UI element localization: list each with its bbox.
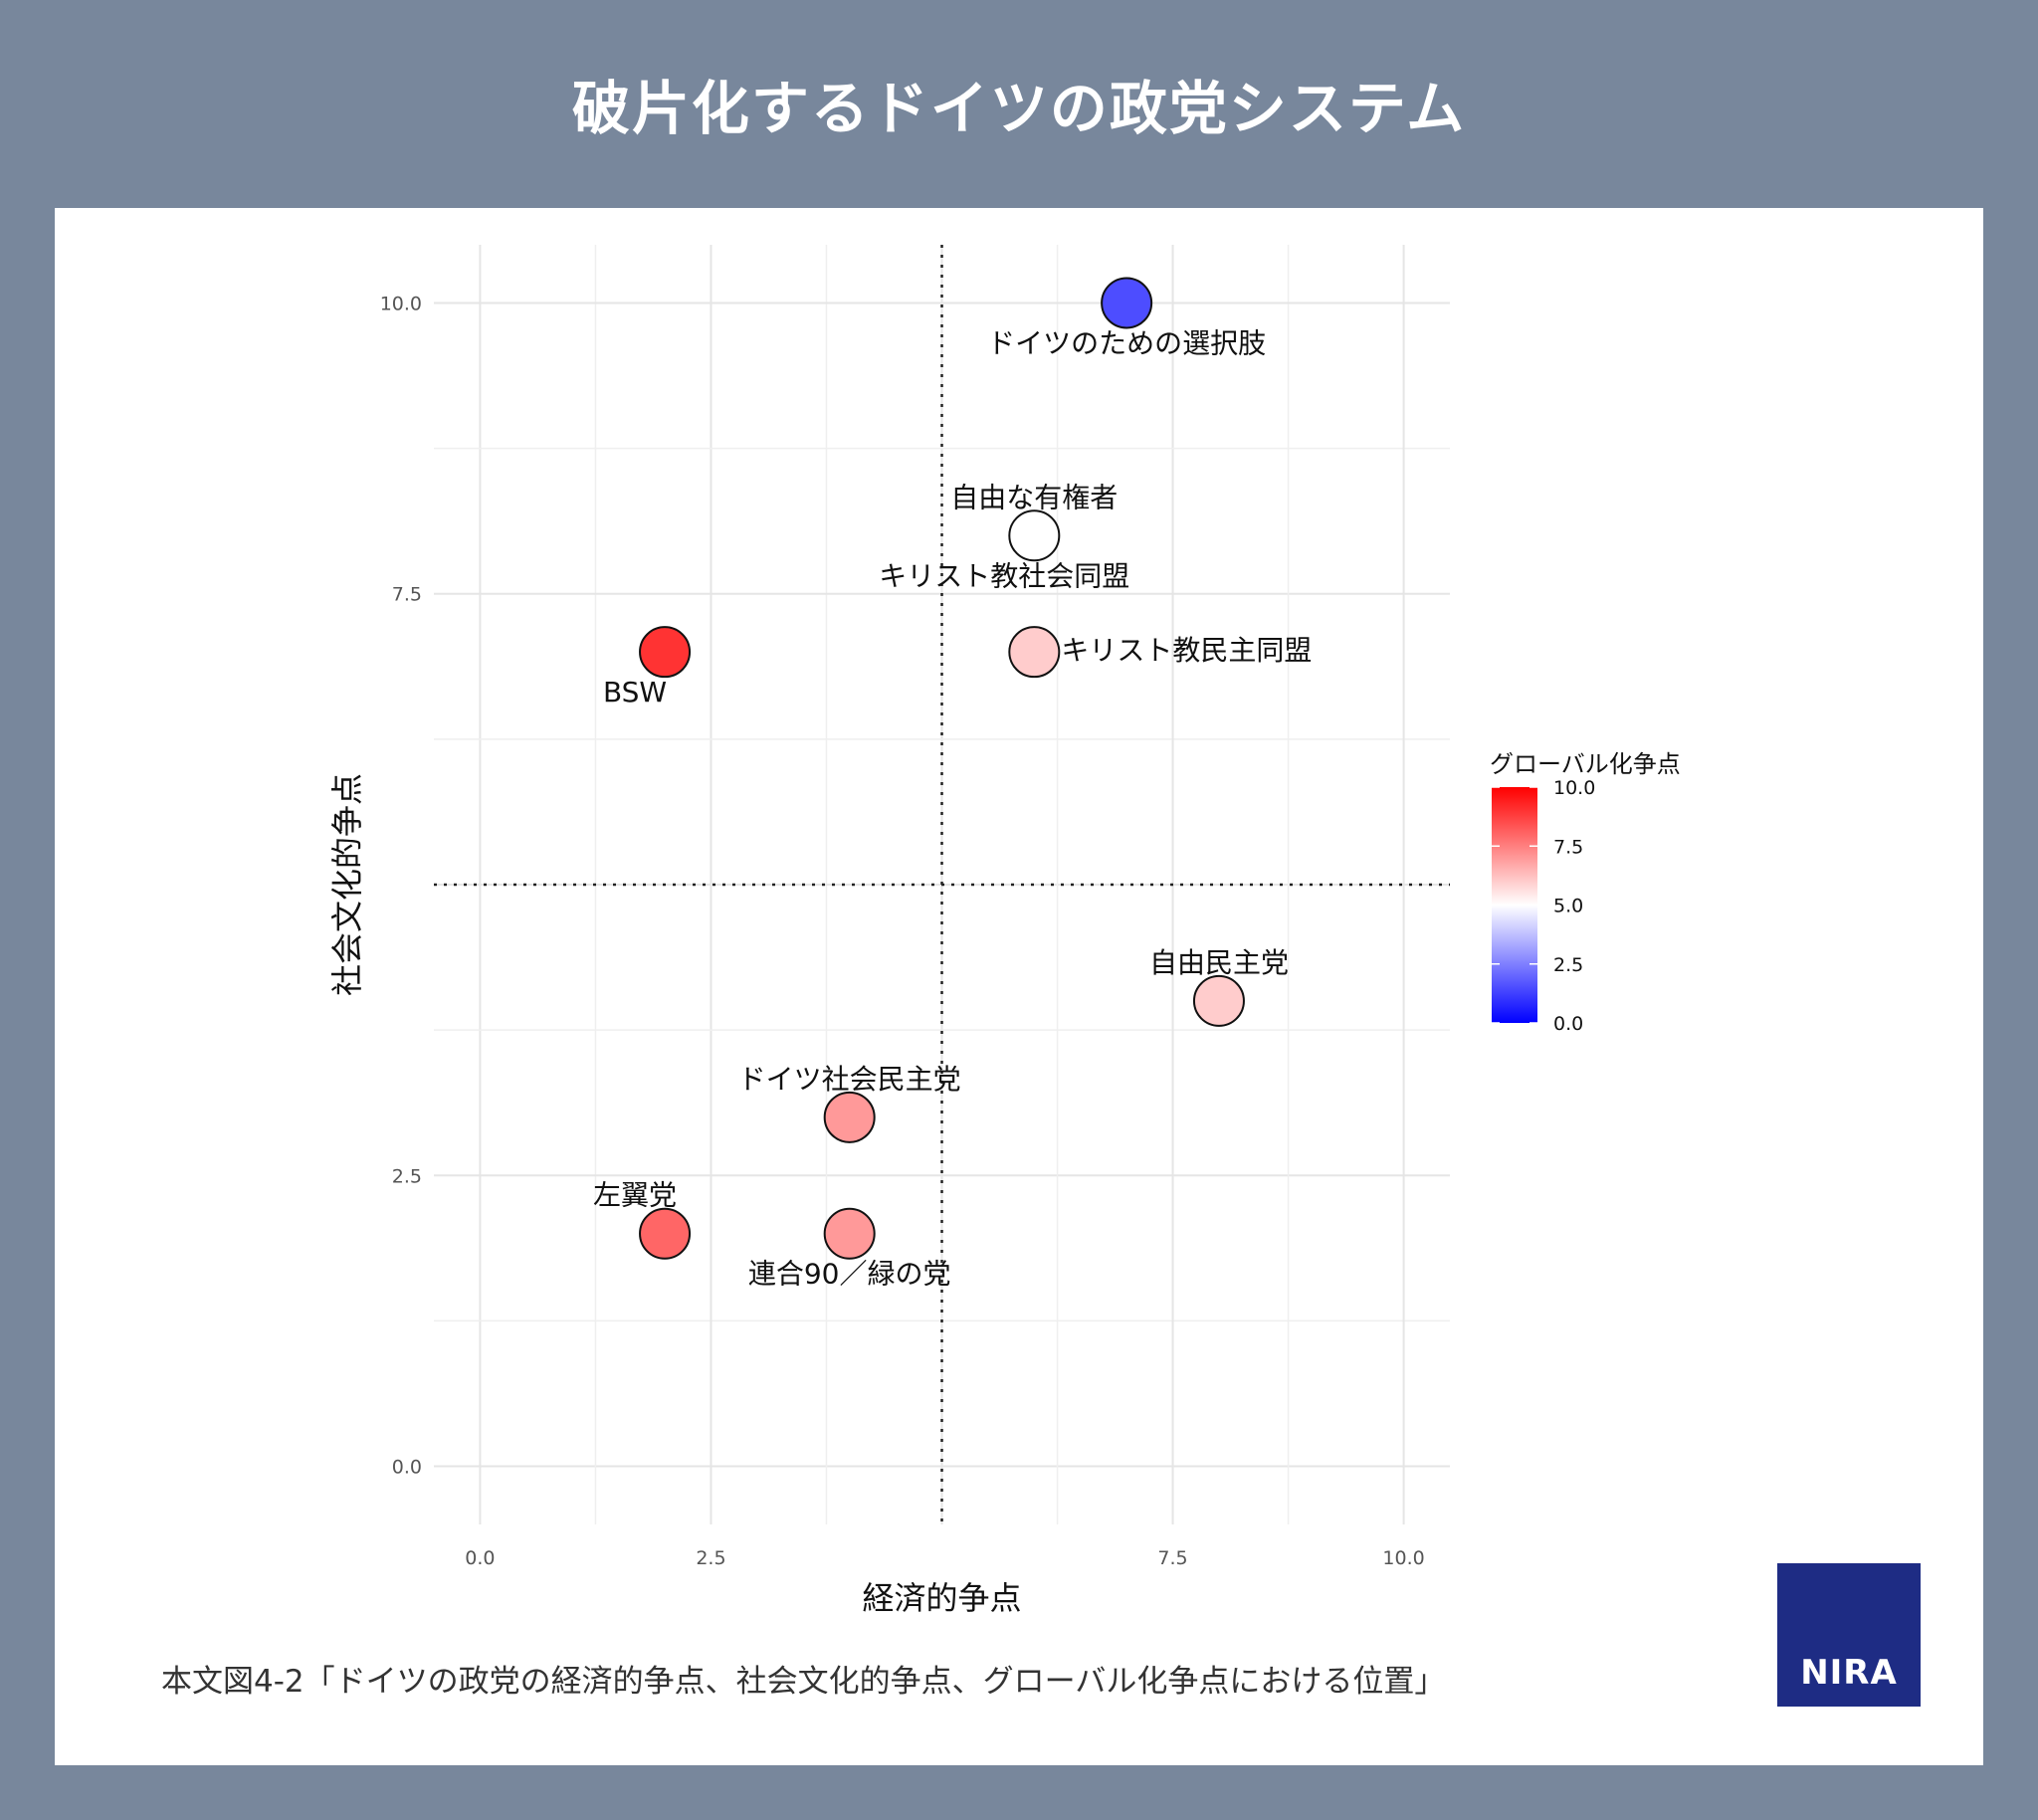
point-label: キリスト教民主同盟 <box>1061 634 1312 667</box>
legend-title: グローバル化争点 <box>1490 750 1681 778</box>
point-label: キリスト教社会同盟 <box>879 559 1129 592</box>
x-tick-label: 2.5 <box>696 1547 725 1569</box>
point-label: 連合90／緑の党 <box>748 1258 951 1291</box>
y-tick-label: 2.5 <box>392 1165 422 1187</box>
data-point <box>823 1091 876 1143</box>
scatter-chart: 0.0 2.5 7.5 10.0 0.0 2.5 7.5 10.0 ドイツのための選択肢自由な… <box>328 245 1681 1617</box>
data-point <box>823 1207 876 1260</box>
data-point <box>1101 277 1153 329</box>
point-label: ドイツのための選択肢 <box>987 326 1266 359</box>
point-label: 自由民主党 <box>1149 946 1289 979</box>
logo-text: NIRA <box>1800 1653 1898 1693</box>
legend-tick-label: 0.0 <box>1553 1013 1583 1035</box>
data-point <box>639 1207 692 1260</box>
legend-tick-label: 7.5 <box>1553 836 1583 858</box>
point-label: BSW <box>603 676 667 708</box>
figure-caption: 本文図4-2「ドイツの政党の経済的争点、社会文化的争点、グローバル化争点における… <box>161 1664 1446 1700</box>
data-point <box>1008 626 1061 679</box>
y-tick-label: 0.0 <box>392 1457 422 1479</box>
data-point <box>639 626 692 679</box>
legend-tick-label: 10.0 <box>1553 777 1595 799</box>
legend-tick-label: 5.0 <box>1553 896 1583 917</box>
data-point <box>1192 974 1245 1027</box>
data-point <box>1008 509 1061 562</box>
point-label: ドイツ社会民主党 <box>738 1063 961 1096</box>
data-points <box>639 277 1245 1260</box>
color-legend: グローバル化争点 10.0 7.5 5.0 2.5 0.0 <box>1490 750 1681 1035</box>
x-axis-title: 経済的争点 <box>862 1579 1021 1617</box>
x-tick-label: 0.0 <box>465 1547 495 1569</box>
y-tick-label: 10.0 <box>380 293 422 314</box>
x-tick-label: 7.5 <box>1157 1547 1187 1569</box>
x-tick-label: 10.0 <box>1382 1547 1424 1569</box>
point-label: 左翼党 <box>593 1179 677 1212</box>
legend-tick-label: 2.5 <box>1553 954 1583 976</box>
chart-panel: 0.0 2.5 7.5 10.0 0.0 2.5 7.5 10.0 ドイツのための選択肢自由な… <box>55 208 1983 1765</box>
y-axis-title: 社会文化的争点 <box>328 773 366 996</box>
nira-logo: NIRA <box>1777 1563 1921 1707</box>
reference-lines <box>434 245 1450 1524</box>
y-tick-label: 7.5 <box>392 584 422 606</box>
point-label: 自由な有権者 <box>950 481 1118 513</box>
axis-ticks: 0.0 2.5 7.5 10.0 0.0 2.5 7.5 10.0 <box>380 293 1425 1569</box>
legend-ticks: 10.0 7.5 5.0 2.5 0.0 <box>1492 777 1595 1035</box>
page-title: 破片化するドイツの政党システム <box>571 75 1467 142</box>
